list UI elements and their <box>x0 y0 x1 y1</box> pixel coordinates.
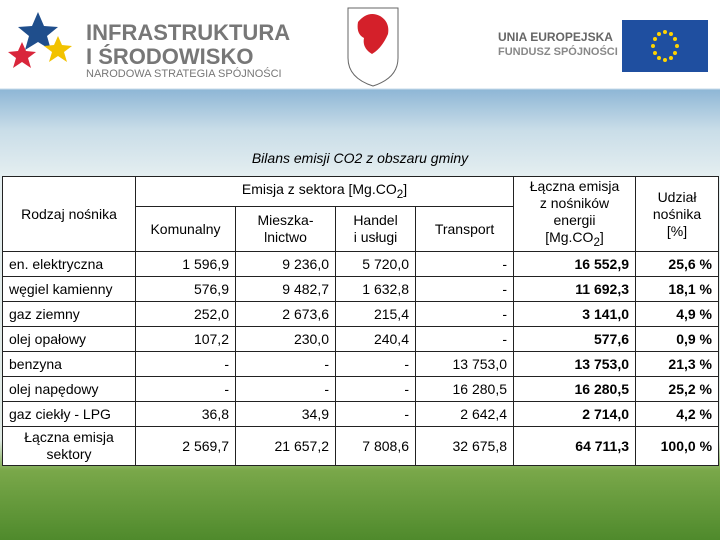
table-cell: - <box>335 376 416 402</box>
table-cell: 240,4 <box>335 326 416 352</box>
table-cell: 252,0 <box>135 301 236 327</box>
logos <box>8 7 708 87</box>
table-cell: 107,2 <box>135 326 236 352</box>
table-cell: - <box>414 301 515 327</box>
logo-text: INFRASTRUKTURA <box>86 20 291 45</box>
table-cell: 2 714,0 <box>513 401 637 427</box>
table-cell: 1 596,9 <box>135 251 236 277</box>
table-row: olej napędowy - - -16 280,5 16 280,5 25,2 % <box>2 376 720 402</box>
table-cell: 9 236,0 <box>235 251 336 277</box>
header-text: Emisja z sektora [Mg.CO <box>241 180 397 197</box>
table-cell: - <box>235 351 336 377</box>
table-cell: gaz ciekły - LPG <box>2 401 136 427</box>
griffin <box>357 14 389 54</box>
table-cell: 2 642,4 <box>414 401 515 427</box>
logo-tagline: NARODOWA STRATEGIA SPÓJNOŚCI <box>86 68 282 80</box>
table-cell: 2 673,6 <box>235 301 336 327</box>
table-cell: 230,0 <box>235 326 336 352</box>
header-cell: Komunalny <box>135 206 236 252</box>
eu-text: UNIA EUROPEJSKA <box>498 30 613 44</box>
star-logo <box>8 42 36 68</box>
table-row: Łączna emisja sektory 2 569,7 21 657,2 7 80… <box>2 426 720 466</box>
table-cell: 13 753,0 <box>414 351 515 377</box>
table-cell: 36,8 <box>135 401 236 427</box>
table-cell: 21 657,2 <box>235 426 336 466</box>
table-cell: 16 552,9 <box>513 251 637 277</box>
header-cell: Handel i usługi <box>335 206 416 252</box>
eu-flag <box>622 20 708 72</box>
header-cell: Rodzaj nośnika <box>2 176 136 252</box>
table-cell: - <box>135 376 236 402</box>
table-cell: 18,1 % <box>635 276 720 302</box>
table-cell: 4,9 % <box>635 301 720 327</box>
table-cell: 34,9 <box>235 401 336 427</box>
table-row: gaz ziemny 252,0 2 673,6 215,4-3 141,0 4,9 % <box>2 301 720 327</box>
eu-text: FUNDUSZ SPÓJNOŚCI <box>498 46 618 58</box>
star-logo <box>18 12 58 50</box>
header: INFRASTRUKTURA I ŚRODOWISKO NARODOWA STR… <box>0 0 720 88</box>
table-cell: 4,2 % <box>635 401 720 427</box>
table-cell: 5 720,0 <box>335 251 416 277</box>
table-cell: - <box>335 401 416 427</box>
table-cell: 13 753,0 <box>513 351 637 377</box>
table-row: olej opałowy 107,2 230,0 240,4-577,6 0,9 % <box>2 326 720 352</box>
eu-stars <box>651 30 679 62</box>
table-row: en. elektryczna 1 596,9 9 236,0 5 720,0-16 … <box>2 251 720 277</box>
header-cell: Transport <box>414 206 515 252</box>
table-cell: - <box>235 376 336 402</box>
header-cell: Emisja z sektora [Mg.CO2] <box>134 176 515 207</box>
table-row: gaz ciekły - LPG 36,8 34,9-2 642,4 2 714,0 4… <box>2 401 720 427</box>
table-cell: 215,4 <box>335 301 416 327</box>
header-sub: 2 <box>396 187 404 201</box>
header-sub: 2 <box>593 235 600 249</box>
header-cell: Mieszka- lnictwo <box>235 206 336 252</box>
table-cell: 64 711,3 <box>513 426 637 466</box>
header-text: Łączna emisja z nośników energii [Mg.CO <box>529 177 620 245</box>
table-cell: 1 632,8 <box>335 276 416 302</box>
table-cell: 25,2 % <box>635 376 720 402</box>
table-cell: - <box>335 351 416 377</box>
table-cell: 577,6 <box>513 326 637 352</box>
table-cell: 0,9 % <box>635 326 720 352</box>
table-row: benzyna - - -13 753,0 13 753,0 21,3 % <box>2 351 720 377</box>
table-cell: 16 280,5 <box>414 376 515 402</box>
caption: Bilans emisji CO2 z obszaru gminy <box>251 150 469 166</box>
table-cell: 11 692,3 <box>513 276 637 302</box>
header-text: ] <box>599 228 604 245</box>
table-cell: 32 675,8 <box>414 426 515 466</box>
star-logo <box>44 36 72 62</box>
header-text: ] <box>403 180 408 197</box>
table-cell: 576,9 <box>135 276 236 302</box>
header-cell: Udział nośnika [%] <box>635 176 720 252</box>
table-cell: 7 808,6 <box>335 426 416 466</box>
table-cell: 16 280,5 <box>513 376 637 402</box>
table-cell: 100,0 % <box>635 426 720 466</box>
table-cell: en. elektryczna <box>2 251 136 277</box>
table-row: węgiel kamienny 576,9 9 482,7 1 632,8-11 69… <box>2 276 720 302</box>
table-cell: - <box>414 251 515 277</box>
table-cell: 9 482,7 <box>235 276 336 302</box>
logo-text: I ŚRODOWISKO <box>86 44 254 69</box>
table-cell: benzyna <box>2 351 136 377</box>
table-cell: - <box>414 276 515 302</box>
table-cell: 25,6 % <box>635 251 720 277</box>
table-cell: - <box>135 351 236 377</box>
table-cell: 21,3 % <box>635 351 720 377</box>
table-cell: Łączna emisja sektory <box>2 426 136 466</box>
emission-table: Rodzaj nośnika Emisja z sektora [Mg.CO2]… <box>2 176 720 466</box>
table-cell: 2 569,7 <box>135 426 236 466</box>
table-cell: 3 141,0 <box>513 301 637 327</box>
table-cell: olej napędowy <box>2 376 136 402</box>
table-cell: węgiel kamienny <box>2 276 136 302</box>
table-cell: olej opałowy <box>2 326 136 352</box>
table-cell: gaz ziemny <box>2 301 136 327</box>
table-cell: - <box>414 326 515 352</box>
header-cell: Łączna emisja z nośników energii [Mg.CO2… <box>513 176 637 252</box>
